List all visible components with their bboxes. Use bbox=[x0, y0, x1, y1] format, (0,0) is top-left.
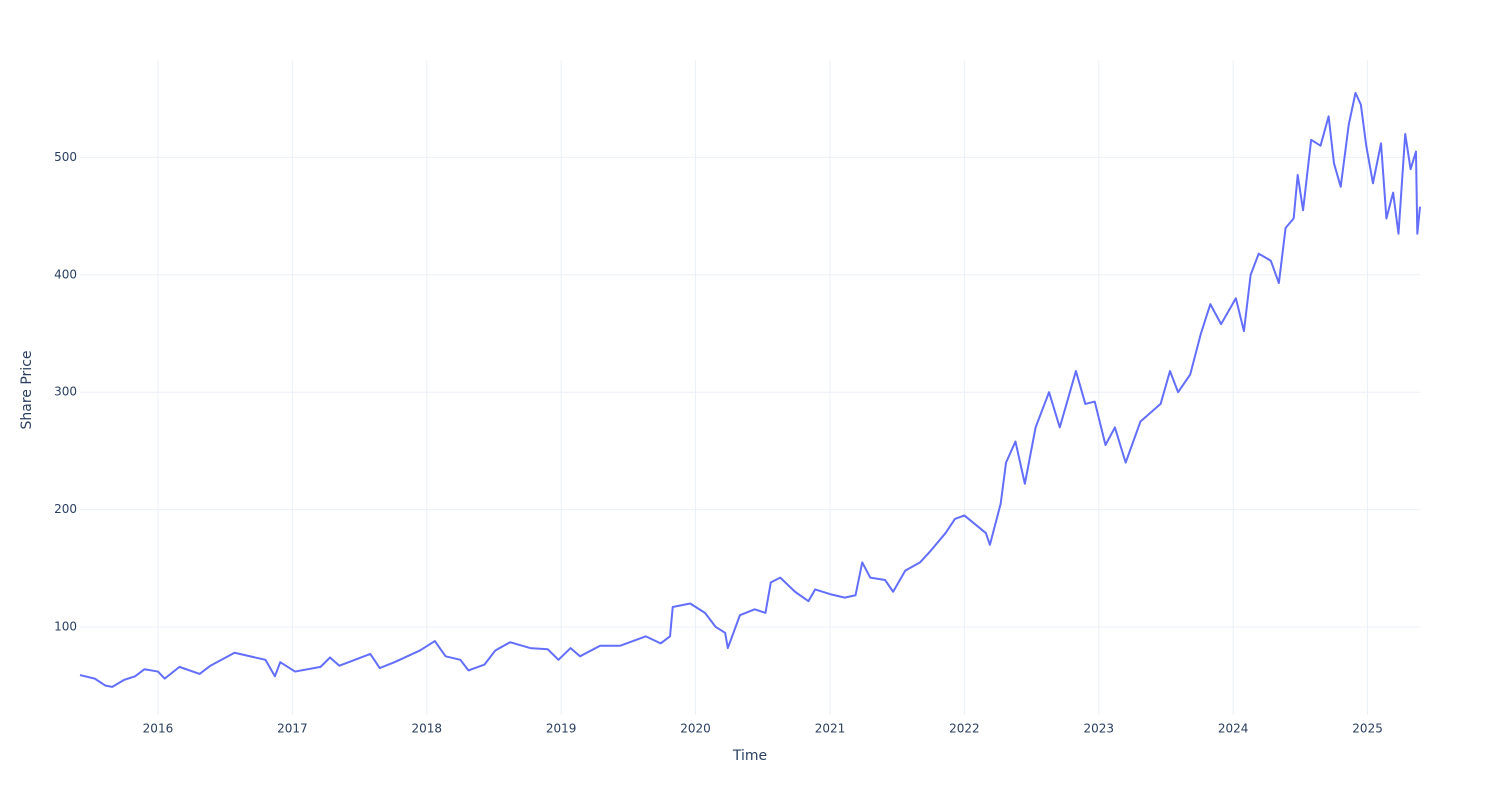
x-tick-label: 2025 bbox=[1352, 722, 1383, 736]
x-axis-title: Time bbox=[732, 748, 767, 764]
x-tick-label: 2021 bbox=[815, 722, 846, 736]
price-line bbox=[79, 91, 1421, 688]
y-axis-title: Share Price bbox=[19, 350, 35, 429]
x-tick-label: 2024 bbox=[1218, 722, 1249, 736]
x-tick-label: 2019 bbox=[546, 722, 577, 736]
y-tick-label: 500 bbox=[54, 150, 77, 164]
x-tick-label: 2018 bbox=[411, 722, 442, 736]
x-tick-label: 2023 bbox=[1084, 722, 1115, 736]
y-tick-label: 400 bbox=[54, 267, 77, 281]
x-tick-label: 2020 bbox=[680, 722, 711, 736]
y-tick-label: 200 bbox=[54, 502, 77, 516]
x-tick-label: 2017 bbox=[277, 722, 308, 736]
y-tick-label: 300 bbox=[54, 385, 77, 399]
x-tick-label: 2022 bbox=[949, 722, 980, 736]
x-tick-label: 2016 bbox=[143, 722, 174, 736]
y-tick-label: 100 bbox=[54, 619, 77, 633]
